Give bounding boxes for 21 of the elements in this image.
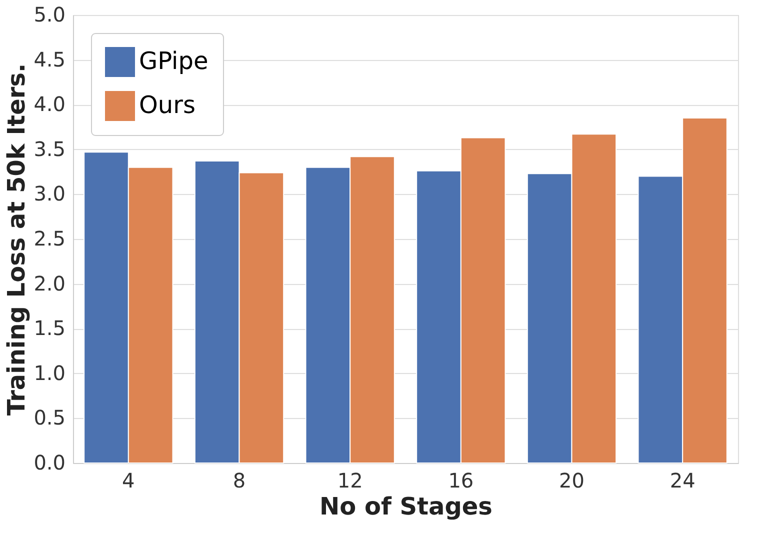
legend-label: Ours [139, 91, 196, 119]
x-axis-title: No of Stages [320, 492, 492, 520]
y-tick-label: 0.5 [34, 406, 66, 430]
y-tick-label: 1.5 [34, 316, 66, 340]
y-tick-label: 0.0 [34, 450, 66, 474]
x-tick-label: 20 [559, 468, 584, 492]
y-tick-label: 1.0 [34, 360, 66, 385]
y-tick-label: 4.0 [34, 92, 66, 116]
y-tick-label: 2.0 [34, 271, 66, 296]
x-tick-label: 24 [670, 468, 696, 492]
x-tick-label: 4 [122, 468, 135, 492]
y-tick-label: 5.0 [34, 2, 66, 26]
x-tick-label: 16 [448, 468, 474, 492]
y-tick-label: 3.0 [34, 182, 66, 206]
y-tick-label: 3.5 [34, 136, 66, 161]
y-axis-title: Training Loss at 50k Iters. [2, 63, 31, 416]
x-tick-label: 8 [232, 468, 246, 492]
y-tick-label: 2.5 [34, 226, 66, 250]
y-tick-label: 4.5 [34, 47, 66, 72]
x-tick-label: 12 [337, 468, 363, 492]
legend-label: GPipe [139, 47, 208, 75]
